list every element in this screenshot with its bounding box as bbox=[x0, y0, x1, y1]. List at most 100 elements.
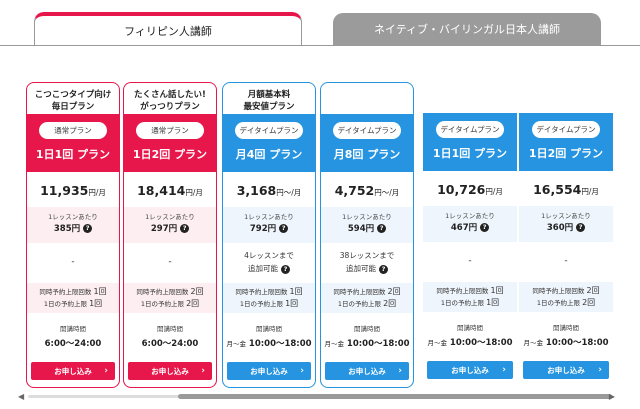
help-icon[interactable]: ? bbox=[180, 224, 190, 233]
apply-button[interactable]: お申し込み › bbox=[523, 361, 609, 379]
plan-card: デイタイムプラン 1日1回 プラン 10,726円/月 1レッスンあたり 467… bbox=[423, 82, 517, 388]
concurrent-value: 2回 bbox=[190, 287, 204, 296]
daily-value: 1回 bbox=[486, 298, 500, 307]
hours-value: 10:00〜18:00 bbox=[449, 338, 513, 348]
chevron-right-icon: › bbox=[502, 365, 506, 375]
daily-label: 1日の予約上限 bbox=[239, 300, 283, 308]
tab-divider bbox=[0, 45, 640, 46]
hours-row: 開講時間 6:00〜24:00 bbox=[124, 323, 216, 349]
tab-filipino-teachers[interactable]: フィリピン人講師 bbox=[34, 12, 302, 46]
scroll-right-icon[interactable]: ▶ bbox=[608, 392, 615, 401]
hours-weekdays: 月〜金 bbox=[427, 339, 447, 347]
per-lesson-label: 1レッスンあたり bbox=[48, 213, 98, 221]
hours-row: 開講時間 月〜金 10:00〜18:00 bbox=[223, 323, 315, 349]
per-lesson-price: 467円 bbox=[450, 223, 478, 233]
additional-lessons-row: - bbox=[519, 248, 613, 268]
plan-price: 10,726円/月 bbox=[423, 182, 517, 197]
per-lesson-label: 1レッスンあたり bbox=[244, 213, 294, 221]
hours-value: 10:00〜18:00 bbox=[545, 338, 609, 348]
price-unit: 円〜/月 bbox=[374, 188, 400, 197]
concurrent-value: 1回 bbox=[289, 287, 303, 296]
help-icon[interactable]: ? bbox=[576, 223, 586, 232]
daily-label: 1日の予約上限 bbox=[337, 300, 381, 308]
empty-dash: - bbox=[564, 256, 568, 266]
booking-limit-row: 同時予約上限回数 2回 1日の予約上限 2回 bbox=[124, 283, 216, 313]
per-lesson-label: 1レッスンあたり bbox=[541, 212, 591, 220]
hours-label: 開講時間 bbox=[60, 325, 86, 333]
help-icon[interactable]: ? bbox=[279, 224, 289, 233]
plan-price: 11,935円/月 bbox=[27, 183, 119, 198]
per-lesson-row: 1レッスンあたり 360円? bbox=[519, 206, 613, 242]
help-icon[interactable]: ? bbox=[377, 224, 387, 233]
plan-price: 18,414円/月 bbox=[124, 183, 216, 198]
scroll-left-icon[interactable]: ◀ bbox=[18, 392, 25, 401]
per-lesson-row: 1レッスンあたり 594円? bbox=[321, 207, 413, 243]
apply-button[interactable]: お申し込み › bbox=[325, 362, 409, 380]
plan-tagline: 月額基本料 最安値プラン bbox=[243, 90, 295, 112]
apply-button[interactable]: お申し込み › bbox=[31, 362, 115, 380]
hours-row: 開講時間 6:00〜24:00 bbox=[27, 323, 119, 349]
per-lesson-row: 1レッスンあたり 297円? bbox=[124, 207, 216, 243]
concurrent-value: 1回 bbox=[490, 286, 504, 295]
help-icon[interactable]: ? bbox=[281, 264, 290, 274]
hours-row: 開講時間 月〜金 10:00〜18:00 bbox=[423, 322, 517, 348]
concurrent-label: 同時予約上限回数 bbox=[532, 287, 585, 295]
per-lesson-price: 385円 bbox=[53, 224, 81, 234]
additional-lessons-row: 38レッスンまで 追加可能? bbox=[321, 249, 413, 275]
plan-tagline: たくさん話したい! がっつりプラン bbox=[134, 90, 206, 112]
plan-name: 1日2回 プラン bbox=[528, 147, 604, 160]
help-icon[interactable]: ? bbox=[480, 223, 490, 232]
hours-label: 開講時間 bbox=[256, 325, 282, 333]
per-lesson-label: 1レッスンあたり bbox=[342, 213, 392, 221]
hours-label: 開講時間 bbox=[553, 324, 579, 332]
apply-button[interactable]: お申し込み › bbox=[427, 361, 513, 379]
add-available-label: 追加可能 bbox=[346, 264, 376, 273]
apply-label: お申し込み bbox=[451, 365, 489, 375]
chevron-right-icon: › bbox=[201, 366, 205, 376]
price-value: 16,554 bbox=[533, 182, 582, 197]
apply-label: お申し込み bbox=[151, 366, 189, 376]
daily-value: 1回 bbox=[285, 299, 299, 308]
help-icon[interactable]: ? bbox=[83, 224, 93, 233]
apply-label: お申し込み bbox=[547, 365, 585, 375]
hours-weekdays: 月〜金 bbox=[523, 339, 543, 347]
daily-value: 1回 bbox=[89, 299, 103, 308]
plan-name: 1日1回 プラン bbox=[35, 148, 111, 161]
daily-label: 1日の予約上限 bbox=[440, 299, 484, 307]
per-lesson-row: 1レッスンあたり 467円? bbox=[423, 206, 517, 242]
hours-row: 開講時間 月〜金 10:00〜18:00 bbox=[519, 322, 613, 348]
scroll-thumb[interactable] bbox=[178, 394, 612, 399]
apply-label: お申し込み bbox=[250, 366, 288, 376]
hours-value: 10:00〜18:00 bbox=[248, 339, 312, 349]
additional-lessons-row: 4レッスンまで 追加可能? bbox=[223, 249, 315, 275]
additional-lessons-row: - bbox=[423, 248, 517, 268]
daily-value: 2回 bbox=[383, 299, 397, 308]
plan-card: デイタイムプラン 月8回 プラン 4,752円〜/月 1レッスンあたり 594円… bbox=[320, 82, 414, 388]
price-value: 10,726 bbox=[437, 182, 486, 197]
apply-button[interactable]: お申し込み › bbox=[128, 362, 212, 380]
per-lesson-price: 594円 bbox=[347, 224, 375, 234]
horizontal-scrollbar[interactable]: ◀ ▶ bbox=[18, 392, 615, 401]
help-icon[interactable]: ? bbox=[379, 264, 388, 274]
per-lesson-label: 1レッスンあたり bbox=[145, 213, 195, 221]
plan-card: こつこつタイプ向け 毎日プラン 通常プラン 1日1回 プラン 11,935円/月… bbox=[26, 82, 120, 388]
plan-header: 通常プラン 1日1回 プラン bbox=[26, 114, 120, 172]
daily-value: 2回 bbox=[582, 298, 596, 307]
hours-weekdays: 月〜金 bbox=[226, 340, 246, 348]
plan-type-badge: デイタイムプラン bbox=[235, 122, 303, 139]
booking-limit-row: 同時予約上限回数 1回 1日の予約上限 1回 bbox=[27, 283, 119, 313]
empty-dash: - bbox=[71, 257, 75, 267]
plan-card: デイタイムプラン 1日2回 プラン 16,554円/月 1レッスンあたり 360… bbox=[519, 82, 613, 388]
price-unit: 円/月 bbox=[485, 187, 503, 196]
per-lesson-label: 1レッスンあたり bbox=[445, 212, 495, 220]
plan-header: デイタイムプラン 1日1回 プラン bbox=[423, 113, 517, 171]
plan-header: デイタイムプラン 月4回 プラン bbox=[222, 114, 316, 172]
additional-lessons-text: 4レッスンまで bbox=[244, 251, 294, 260]
apply-button[interactable]: お申し込み › bbox=[227, 362, 311, 380]
concurrent-label: 同時予約上限回数 bbox=[39, 288, 92, 296]
price-unit: 円/月 bbox=[581, 187, 599, 196]
concurrent-label: 同時予約上限回数 bbox=[235, 288, 288, 296]
tab-japanese-teachers[interactable]: ネイティブ・バイリンガル日本人講師 bbox=[333, 13, 601, 45]
plan-name: 1日2回 プラン bbox=[132, 148, 208, 161]
price-value: 18,414 bbox=[137, 183, 186, 198]
